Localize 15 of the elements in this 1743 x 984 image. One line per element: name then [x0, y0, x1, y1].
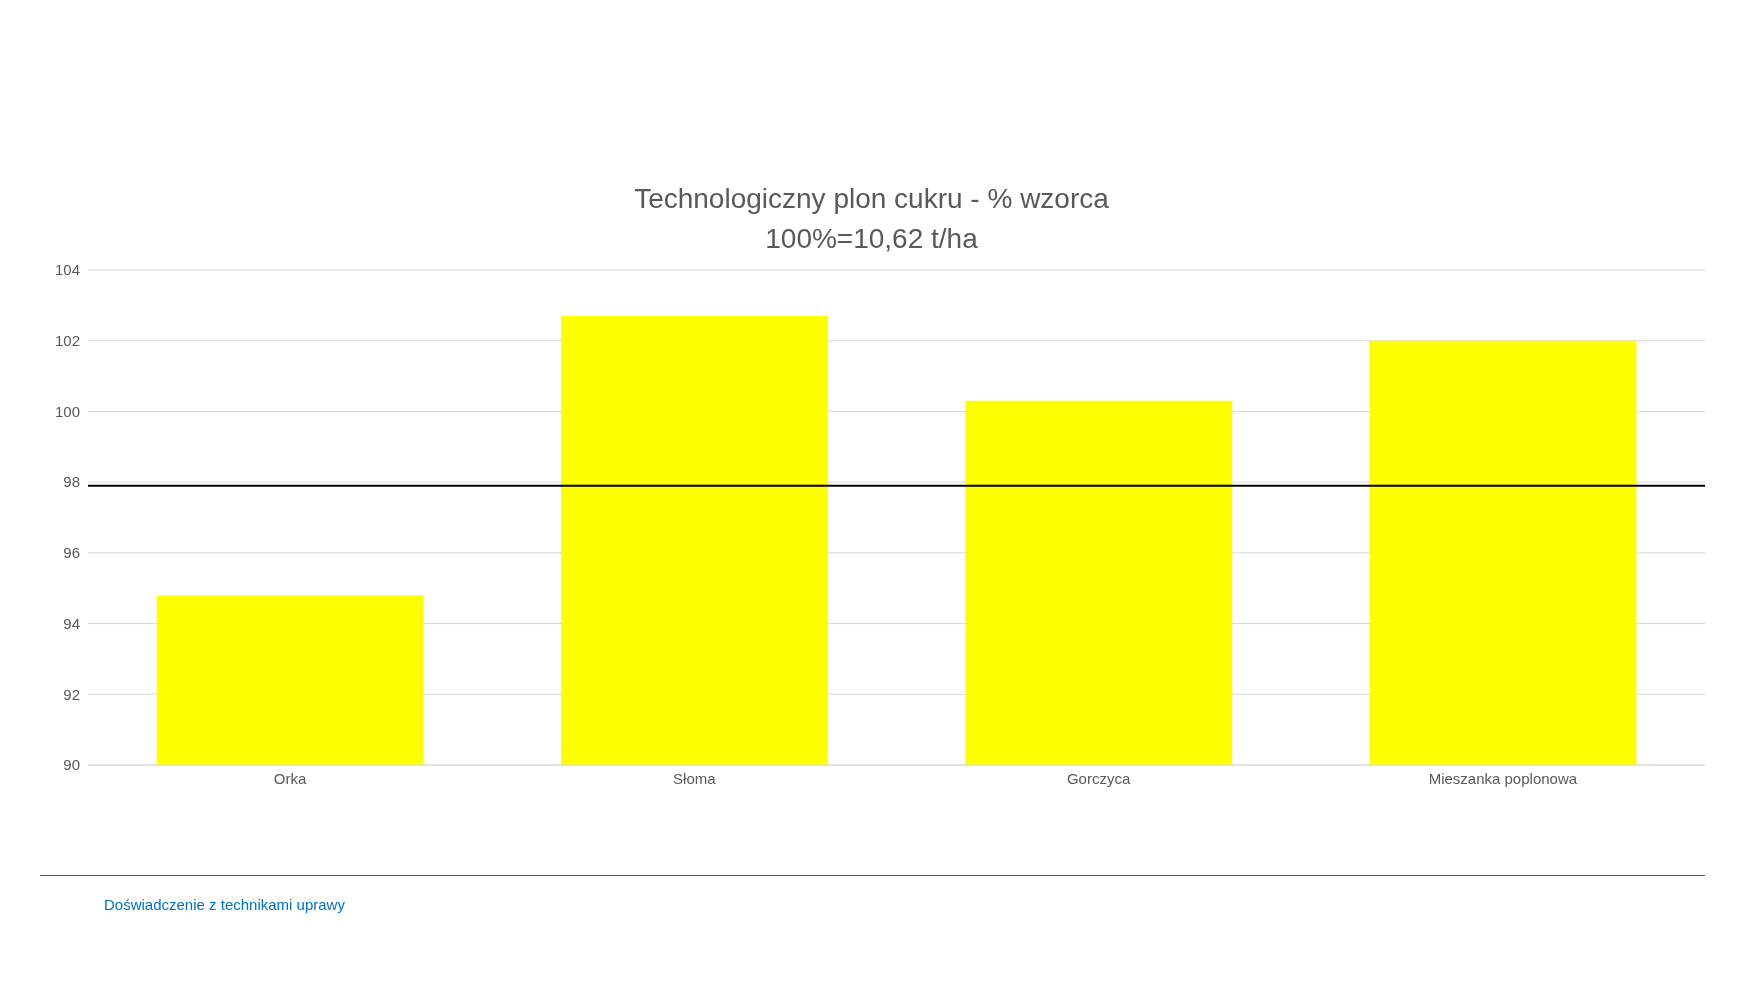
y-tick-label: 96: [63, 544, 80, 562]
chart-title: Technologiczny plon cukru - % wzorca: [633, 183, 1110, 215]
y-tick-label: 102: [54, 332, 80, 350]
text: Doświadczenie z technikami uprawy: [104, 896, 346, 913]
x-tick-label: Orka: [273, 769, 308, 787]
chart-subtitle: 100%=10,62 t/ha: [764, 223, 979, 255]
y-tick-label: 90: [63, 756, 80, 774]
y-tick-label: 94: [63, 614, 80, 632]
y-tick-label: 104: [54, 261, 80, 279]
y-tick-label: 98: [63, 473, 80, 491]
y-tick-label: 92: [63, 685, 80, 703]
x-tick-label: Mieszanka poplonowa: [1428, 769, 1578, 787]
y-tick-label: 100: [54, 402, 80, 420]
x-tick-label: Gorczyca: [1066, 769, 1131, 787]
x-tick-label: Słoma: [673, 769, 717, 787]
